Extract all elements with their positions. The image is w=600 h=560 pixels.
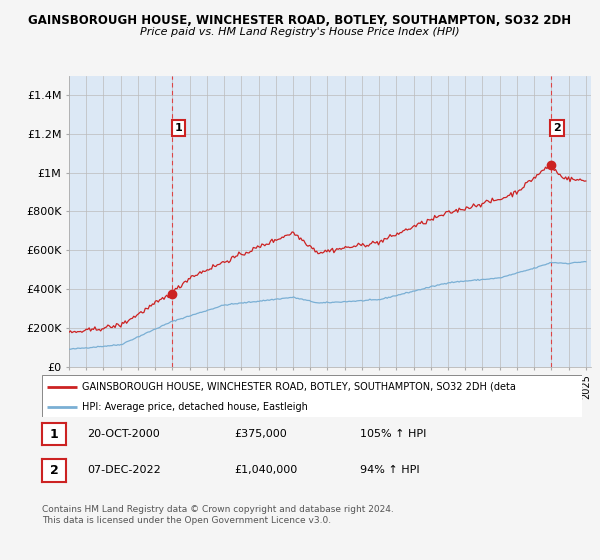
Text: 1: 1 bbox=[175, 123, 183, 133]
Text: £375,000: £375,000 bbox=[234, 429, 287, 439]
Text: Contains HM Land Registry data © Crown copyright and database right 2024.
This d: Contains HM Land Registry data © Crown c… bbox=[42, 505, 394, 525]
Text: 1: 1 bbox=[50, 427, 58, 441]
Text: 105% ↑ HPI: 105% ↑ HPI bbox=[360, 429, 427, 439]
Text: HPI: Average price, detached house, Eastleigh: HPI: Average price, detached house, East… bbox=[83, 402, 308, 412]
Text: 07-DEC-2022: 07-DEC-2022 bbox=[87, 465, 161, 475]
Text: 94% ↑ HPI: 94% ↑ HPI bbox=[360, 465, 419, 475]
Text: 20-OCT-2000: 20-OCT-2000 bbox=[87, 429, 160, 439]
Text: £1,040,000: £1,040,000 bbox=[234, 465, 297, 475]
Text: GAINSBOROUGH HOUSE, WINCHESTER ROAD, BOTLEY, SOUTHAMPTON, SO32 2DH: GAINSBOROUGH HOUSE, WINCHESTER ROAD, BOT… bbox=[28, 14, 572, 27]
Text: Price paid vs. HM Land Registry's House Price Index (HPI): Price paid vs. HM Land Registry's House … bbox=[140, 27, 460, 37]
Text: 2: 2 bbox=[553, 123, 561, 133]
Text: 2: 2 bbox=[50, 464, 58, 477]
Text: GAINSBOROUGH HOUSE, WINCHESTER ROAD, BOTLEY, SOUTHAMPTON, SO32 2DH (deta: GAINSBOROUGH HOUSE, WINCHESTER ROAD, BOT… bbox=[83, 382, 517, 392]
